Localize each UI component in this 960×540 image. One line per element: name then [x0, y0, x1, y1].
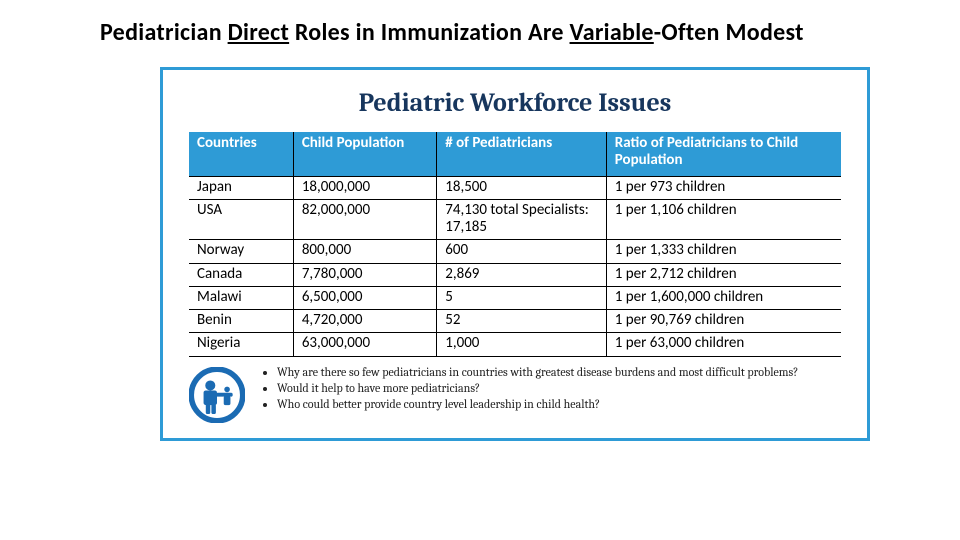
table-cell: 74,130 total Specialists: 17,185	[437, 199, 607, 240]
table-cell: 7,780,000	[293, 263, 436, 286]
table-row: Norway800,0006001 per 1,333 children	[189, 240, 841, 263]
panel-title: Pediatric Workforce Issues	[189, 88, 841, 118]
table-cell: 5	[437, 286, 607, 309]
table-cell: 18,500	[437, 176, 607, 199]
table-cell: 1 per 90,769 children	[606, 310, 841, 333]
table-row: Japan18,000,00018,5001 per 973 children	[189, 176, 841, 199]
title-underline-1: Direct	[228, 18, 290, 47]
table-cell: 1 per 973 children	[606, 176, 841, 199]
table-cell: 82,000,000	[293, 199, 436, 240]
table-row: Canada7,780,0002,8691 per 2,712 children	[189, 263, 841, 286]
table-cell: Malawi	[189, 286, 293, 309]
workforce-table: Countries Child Population # of Pediatri…	[189, 132, 841, 357]
question-item: Why are there so few pediatricians in co…	[277, 365, 798, 379]
table-cell: 1 per 1,106 children	[606, 199, 841, 240]
table-cell: Nigeria	[189, 333, 293, 356]
table-head: Countries Child Population # of Pediatri…	[189, 132, 841, 176]
content-panel: Pediatric Workforce Issues Countries Chi…	[160, 67, 870, 441]
table-cell: 4,720,000	[293, 310, 436, 333]
table-cell: 600	[437, 240, 607, 263]
question-list: Why are there so few pediatricians in co…	[261, 365, 798, 414]
table-row: Nigeria63,000,0001,0001 per 63,000 child…	[189, 333, 841, 356]
table-body: Japan18,000,00018,5001 per 973 childrenU…	[189, 176, 841, 356]
table-row: Benin4,720,000521 per 90,769 children	[189, 310, 841, 333]
table-cell: Norway	[189, 240, 293, 263]
table-row: Malawi6,500,00051 per 1,600,000 children	[189, 286, 841, 309]
footer-row: Why are there so few pediatricians in co…	[189, 365, 841, 428]
table-cell: 1,000	[437, 333, 607, 356]
title-part-2: Roles in Immunization Are	[289, 18, 569, 47]
table-cell: USA	[189, 199, 293, 240]
col-header: # of Pediatricians	[437, 132, 607, 176]
table-cell: 6,500,000	[293, 286, 436, 309]
table-cell: 800,000	[293, 240, 436, 263]
question-item: Who could better provide country level l…	[277, 397, 798, 411]
table-cell: 1 per 2,712 children	[606, 263, 841, 286]
title-part-3: -Often Modest	[654, 18, 804, 47]
col-header: Countries	[189, 132, 293, 176]
slide-page: Pediatrician Direct Roles in Immunizatio…	[0, 0, 960, 540]
table-cell: 18,000,000	[293, 176, 436, 199]
table-cell: Benin	[189, 310, 293, 333]
col-header: Child Population	[293, 132, 436, 176]
table-cell: 52	[437, 310, 607, 333]
table-cell: Canada	[189, 263, 293, 286]
table-cell: 1 per 1,333 children	[606, 240, 841, 263]
col-header: Ratio of Pediatricians to Child Populati…	[606, 132, 841, 176]
table-row: USA82,000,00074,130 total Specialists: 1…	[189, 199, 841, 240]
table-cell: 1 per 1,600,000 children	[606, 286, 841, 309]
table-cell: 2,869	[437, 263, 607, 286]
healthy-children-icon	[189, 365, 245, 428]
table-cell: 1 per 63,000 children	[606, 333, 841, 356]
title-part-1: Pediatrician	[100, 18, 228, 47]
table-cell: Japan	[189, 176, 293, 199]
question-item: Would it help to have more pediatricians…	[277, 381, 798, 395]
page-title: Pediatrician Direct Roles in Immunizatio…	[100, 18, 920, 47]
table-cell: 63,000,000	[293, 333, 436, 356]
title-underline-2: Variable	[570, 18, 654, 47]
